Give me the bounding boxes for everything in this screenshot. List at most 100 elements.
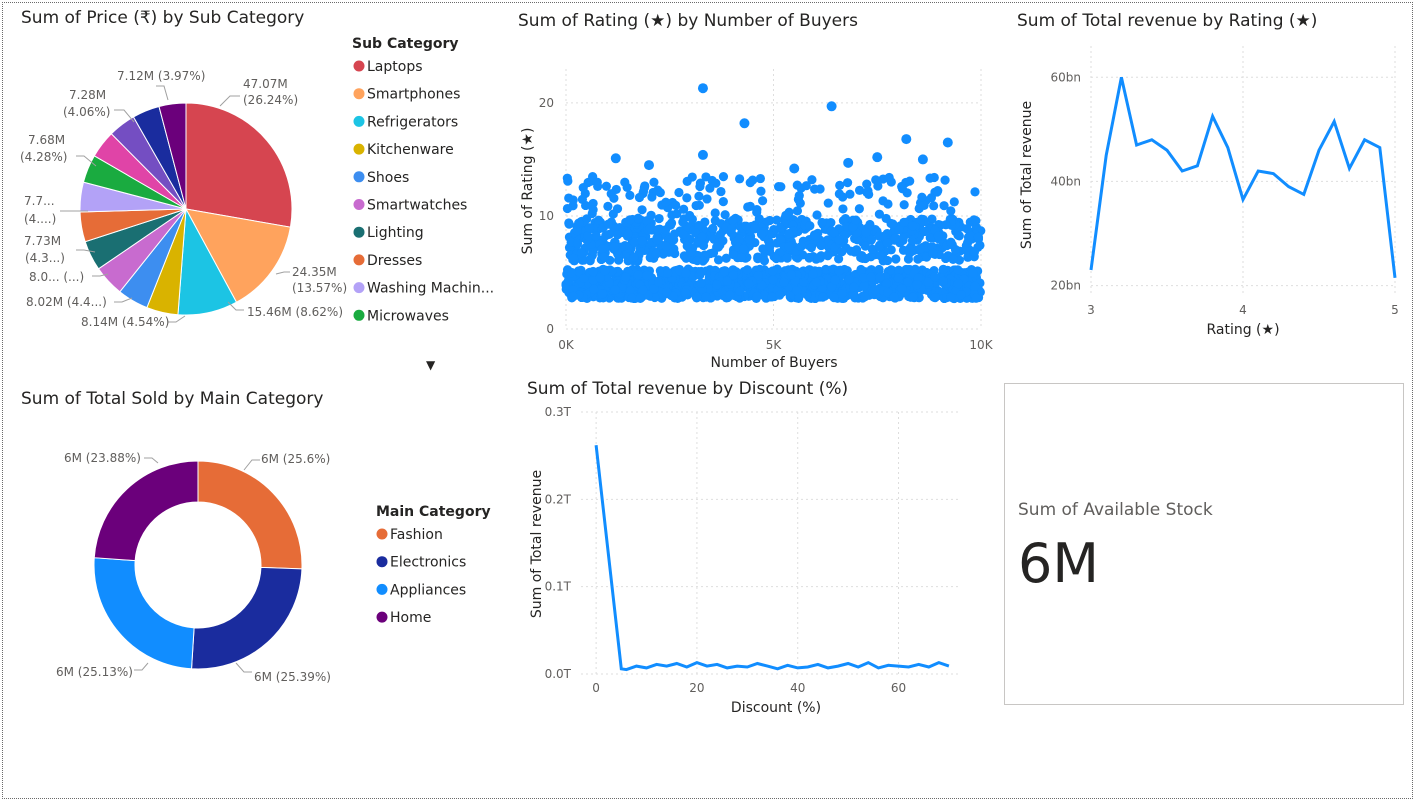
scatter-point[interactable] xyxy=(805,221,815,231)
scatter-point[interactable] xyxy=(901,134,912,145)
scatter-point[interactable] xyxy=(646,210,656,220)
scatter-point[interactable] xyxy=(633,270,643,280)
scatter-point[interactable] xyxy=(681,268,691,278)
scatter-point[interactable] xyxy=(806,243,816,253)
scatter-point[interactable] xyxy=(872,152,883,163)
scatter-point[interactable] xyxy=(638,285,648,295)
scatter-point[interactable] xyxy=(563,176,573,186)
scatter-point[interactable] xyxy=(856,265,866,276)
scatter-point[interactable] xyxy=(568,253,579,263)
scatter-point[interactable] xyxy=(589,284,599,294)
scatter-point[interactable] xyxy=(883,199,893,209)
legend-item[interactable]: Washing Machin... xyxy=(367,281,494,297)
scatter-point[interactable] xyxy=(753,252,763,262)
scatter-point[interactable] xyxy=(568,195,578,205)
scatter-point[interactable] xyxy=(696,266,707,277)
scatter-point[interactable] xyxy=(946,237,956,247)
scatter-point[interactable] xyxy=(595,272,605,283)
scatter-point[interactable] xyxy=(635,293,645,304)
scatter-point[interactable] xyxy=(685,210,695,221)
scatter-point[interactable] xyxy=(756,229,767,239)
scatter-point[interactable] xyxy=(854,204,864,214)
scatter-point[interactable] xyxy=(919,226,929,237)
scatter-point[interactable] xyxy=(712,242,722,252)
scatter-point[interactable] xyxy=(567,267,577,278)
scatter-point[interactable] xyxy=(610,153,621,164)
scatter-point[interactable] xyxy=(671,200,681,210)
scatter-point[interactable] xyxy=(634,192,645,203)
legend-item[interactable]: Fashion xyxy=(390,527,443,543)
scatter-point[interactable] xyxy=(784,229,794,239)
scatter-point[interactable] xyxy=(781,210,791,220)
scatter-point[interactable] xyxy=(874,209,884,219)
scatter-point[interactable] xyxy=(953,278,963,289)
scatter-point[interactable] xyxy=(701,172,711,182)
scatter-point[interactable] xyxy=(969,247,979,257)
scatter-point[interactable] xyxy=(862,187,872,197)
scatter-point[interactable] xyxy=(948,254,958,265)
scatter-point[interactable] xyxy=(721,253,731,263)
scatter-point[interactable] xyxy=(946,292,956,302)
scatter-point[interactable] xyxy=(973,232,984,242)
scatter-point[interactable] xyxy=(796,241,806,252)
scatter-point[interactable] xyxy=(852,235,862,245)
scatter-point[interactable] xyxy=(773,182,784,192)
price-pie-visual[interactable]: Sum of Price (₹) by Sub Category 47.07M … xyxy=(8,6,498,372)
scatter-point[interactable] xyxy=(953,265,963,275)
legend-item[interactable]: Dresses xyxy=(367,253,422,269)
donut-slice[interactable] xyxy=(197,460,303,570)
scatter-point[interactable] xyxy=(915,243,926,254)
scatter-point[interactable] xyxy=(882,255,893,266)
line-series[interactable] xyxy=(594,445,950,672)
scatter-point[interactable] xyxy=(630,237,640,247)
scatter-point[interactable] xyxy=(961,245,972,255)
scatter-point[interactable] xyxy=(941,220,951,230)
scatter-point[interactable] xyxy=(637,236,647,246)
scatter-point[interactable] xyxy=(682,176,692,186)
scatter-point[interactable] xyxy=(845,189,855,199)
scatter-point[interactable] xyxy=(702,194,712,204)
scatter-point[interactable] xyxy=(579,273,589,283)
scatter-point[interactable] xyxy=(564,218,574,228)
legend-item[interactable]: Microwaves xyxy=(367,308,449,324)
scatter-point[interactable] xyxy=(966,231,976,241)
scatter-point[interactable] xyxy=(745,178,755,188)
scatter-point[interactable] xyxy=(718,197,728,207)
scatter-point[interactable] xyxy=(940,175,950,185)
scatter-point[interactable] xyxy=(577,194,587,204)
scatter-point[interactable] xyxy=(620,272,631,282)
scatter-point[interactable] xyxy=(834,235,844,245)
scatter-point[interactable] xyxy=(938,276,949,286)
scatter-point[interactable] xyxy=(899,217,909,227)
scatter-point[interactable] xyxy=(933,231,944,241)
scatter-point[interactable] xyxy=(801,181,811,191)
scatter-point[interactable] xyxy=(662,268,673,278)
scatter-point[interactable] xyxy=(817,283,828,293)
scatter-point[interactable] xyxy=(782,253,792,263)
scatter-point[interactable] xyxy=(816,240,826,251)
scatter-point[interactable] xyxy=(811,277,822,287)
scatter-point[interactable] xyxy=(971,216,981,226)
scatter-point[interactable] xyxy=(647,192,657,202)
scatter-point[interactable] xyxy=(736,252,747,263)
scatter-point[interactable] xyxy=(807,175,817,185)
scatter-point[interactable] xyxy=(808,269,818,279)
scatter-point[interactable] xyxy=(627,293,637,303)
scatter-point[interactable] xyxy=(695,181,705,192)
scatter-point[interactable] xyxy=(956,290,966,300)
scatter-point[interactable] xyxy=(710,208,720,218)
rating-buyers-scatter-chart[interactable]: 0K 5K 10K 0 10 20 Number of Buyers Sum of Rat… xyxy=(505,6,995,376)
scatter-point[interactable] xyxy=(752,204,762,215)
legend-item[interactable]: Shoes xyxy=(367,170,409,186)
scatter-point[interactable] xyxy=(668,291,678,301)
scatter-point[interactable] xyxy=(826,101,837,112)
scatter-point[interactable] xyxy=(881,213,891,224)
scatter-point[interactable] xyxy=(894,225,904,235)
scatter-point[interactable] xyxy=(930,272,940,282)
scatter-point[interactable] xyxy=(674,187,684,198)
scatter-point[interactable] xyxy=(588,275,598,285)
scatter-point[interactable] xyxy=(640,181,650,191)
scatter-point[interactable] xyxy=(821,264,831,274)
scatter-point[interactable] xyxy=(601,181,612,191)
scatter-point[interactable] xyxy=(834,265,844,276)
